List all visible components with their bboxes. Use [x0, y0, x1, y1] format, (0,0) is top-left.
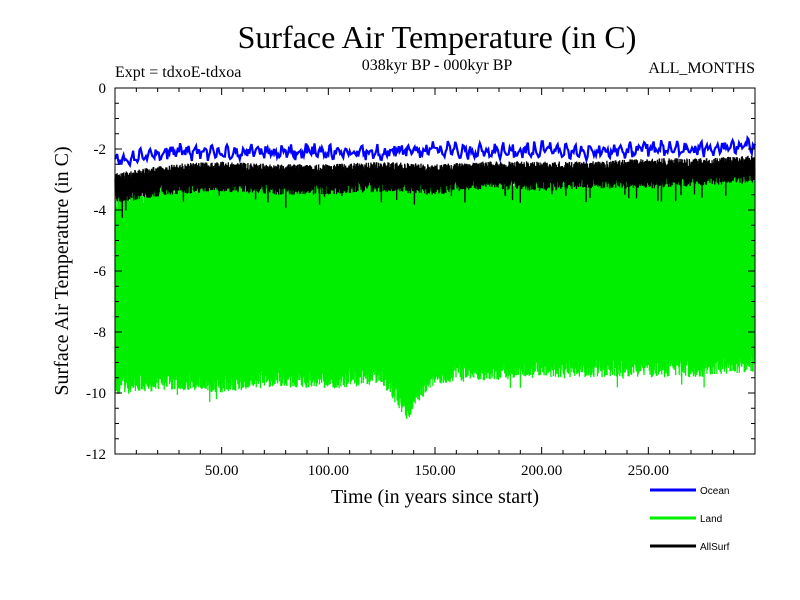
- y-tick-label: 0: [99, 81, 107, 97]
- ocean-series-layer: [114, 134, 757, 169]
- legend-label-land: Land: [700, 514, 722, 525]
- axis-ticks: [115, 88, 755, 454]
- y-tick-label: -12: [86, 447, 106, 463]
- x-tick-label: 250.00: [628, 463, 669, 479]
- x-tick-label: 200.00: [521, 463, 562, 479]
- x-tick-label: 100.00: [308, 463, 349, 479]
- x-tick-label: 50.00: [205, 463, 239, 479]
- series-line-land: [114, 161, 756, 420]
- y-tick-label: -2: [94, 142, 107, 158]
- x-axis-label: Time (in years since start): [331, 486, 539, 508]
- legend-label-allsurf: AllSurf: [700, 542, 730, 553]
- y-axis-label: Surface Air Temperature (in C): [51, 146, 73, 395]
- series-line-ocean: [114, 134, 757, 169]
- legend: Ocean Land AllSurf: [650, 486, 730, 553]
- y-tick-label: -4: [94, 203, 107, 219]
- y-tick-label: -6: [94, 264, 107, 280]
- chart-subtitle: 038kyr BP - 000kyr BP: [362, 57, 513, 74]
- land-series-layer: [114, 161, 756, 420]
- y-tick-label: -10: [86, 386, 106, 402]
- months-label: ALL_MONTHS: [648, 60, 755, 77]
- x-tick-label: 150.00: [414, 463, 455, 479]
- y-tick-labels: 0 -2 -4 -6 -8 -10 -12: [86, 81, 106, 463]
- allsurf-series-layer: [114, 155, 756, 218]
- y-tick-label: -8: [94, 325, 107, 341]
- series-line-allsurf: [114, 155, 756, 218]
- chart-title: Surface Air Temperature (in C): [238, 19, 637, 55]
- legend-label-ocean: Ocean: [700, 486, 729, 497]
- x-tick-labels: 50.00 100.00 150.00 200.00 250.00: [205, 463, 669, 479]
- experiment-label: Expt = tdxoE-tdxoa: [115, 64, 241, 81]
